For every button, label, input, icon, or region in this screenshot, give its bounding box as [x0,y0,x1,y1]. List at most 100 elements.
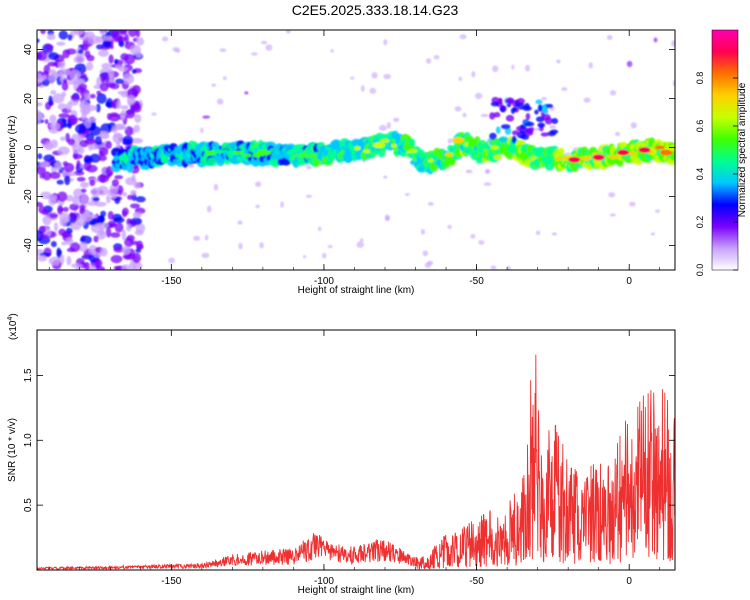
y-tick-label: -40 [23,238,34,253]
spectral-peak [452,137,465,144]
spectrogram-x-axis: -150 -100 -50 0 [48,30,661,287]
ridge-highlight [363,149,371,154]
noise-blob [61,118,67,124]
ridge-highlight [214,149,226,154]
noise-blob [78,241,88,252]
noise-blob [122,210,127,218]
noise-blob [588,62,593,69]
ridge-highlight [490,145,499,150]
noise-blob [56,247,61,259]
y-tick-label: -20 [23,189,34,204]
noise-blob [68,211,75,222]
colorbar-tick-label: 0.0 [695,264,705,277]
noise-blob [117,90,127,95]
colorbar-ticks: 0.0 0.2 0.4 0.6 0.8 [695,72,738,277]
noise-blob [551,232,558,236]
noise-blob [84,261,90,270]
ridge-blob [500,124,511,130]
x-tick-label: 0 [626,576,632,587]
ridge-blob [549,129,559,135]
noise-blob [67,79,77,85]
noise-blob [102,40,112,48]
noise-blob [87,116,97,123]
noise-blob [128,30,138,38]
x-tick-label: -150 [161,576,181,587]
ridge-blob [408,138,416,147]
noise-blob [126,194,134,200]
noise-blob [322,252,327,259]
noise-blob [386,122,391,129]
noise-blob [105,73,110,84]
noise-blob [125,177,137,186]
noise-blob [72,143,82,154]
spectral-peak [638,147,651,153]
colorbar-label: Normalized spectral amplitude [737,82,748,217]
noise-blob [109,222,117,227]
noise-blob [37,113,46,121]
noise-blob [49,122,61,131]
noise-blob [490,265,497,270]
noise-blob [48,256,61,266]
ridge-highlight [205,150,217,155]
noise-blob [216,98,224,105]
noise-blob [105,166,114,177]
noise-blob [108,54,114,64]
noise-blob [77,49,84,54]
ridge-blob [517,102,525,110]
ridge-highlight [444,152,454,157]
noise-blob [58,30,69,40]
noise-blob [135,196,146,203]
noise-blob [120,105,129,110]
ridge-highlight [253,153,261,158]
noise-blob [83,161,92,171]
noise-blob [383,175,388,179]
noise-blob [53,222,59,232]
noise-blob [458,76,463,82]
x-tick-label: -100 [314,276,334,287]
noise-blob [94,135,102,146]
noise-blob [49,171,61,180]
noise-blob [360,85,365,92]
noise-blob [80,43,89,51]
noise-blob [350,76,355,80]
noise-blob [255,181,262,187]
noise-blob [108,113,120,122]
noise-blob [130,240,139,245]
noise-blob [151,112,157,116]
noise-blob [99,82,109,92]
noise-blob [100,210,107,217]
noise-blob [132,104,142,113]
spectral-peak [256,149,269,156]
spectral-peak [617,149,630,156]
noise-blob [115,78,125,84]
noise-blob [471,71,476,78]
noise-blob [97,49,109,58]
noise-blob [96,93,107,104]
noise-blob [69,203,79,211]
ridge-blob [544,116,553,125]
noise-blob [483,182,492,186]
noise-blob [98,155,107,162]
noise-blob [110,232,121,238]
noise-blob [238,242,243,250]
noise-blob [86,54,95,62]
ridge-blob [525,112,531,120]
noise-blob [61,241,67,246]
noise-blob [465,169,473,174]
noise-blob [135,248,142,253]
ridge-highlight [298,153,308,158]
noise-blob [629,201,636,207]
noise-blob [69,242,81,253]
noise-blob [101,62,114,69]
noise-blob [583,97,591,103]
noise-blob [100,73,106,84]
noise-blob [133,181,141,189]
noise-blob [84,93,92,100]
noise-blob [383,39,388,46]
noise-blob [80,193,89,205]
noise-blob [393,117,400,123]
noise-blob [124,33,130,45]
noise-blob [44,141,54,151]
noise-blob [113,265,122,270]
noise-blob [200,127,204,134]
